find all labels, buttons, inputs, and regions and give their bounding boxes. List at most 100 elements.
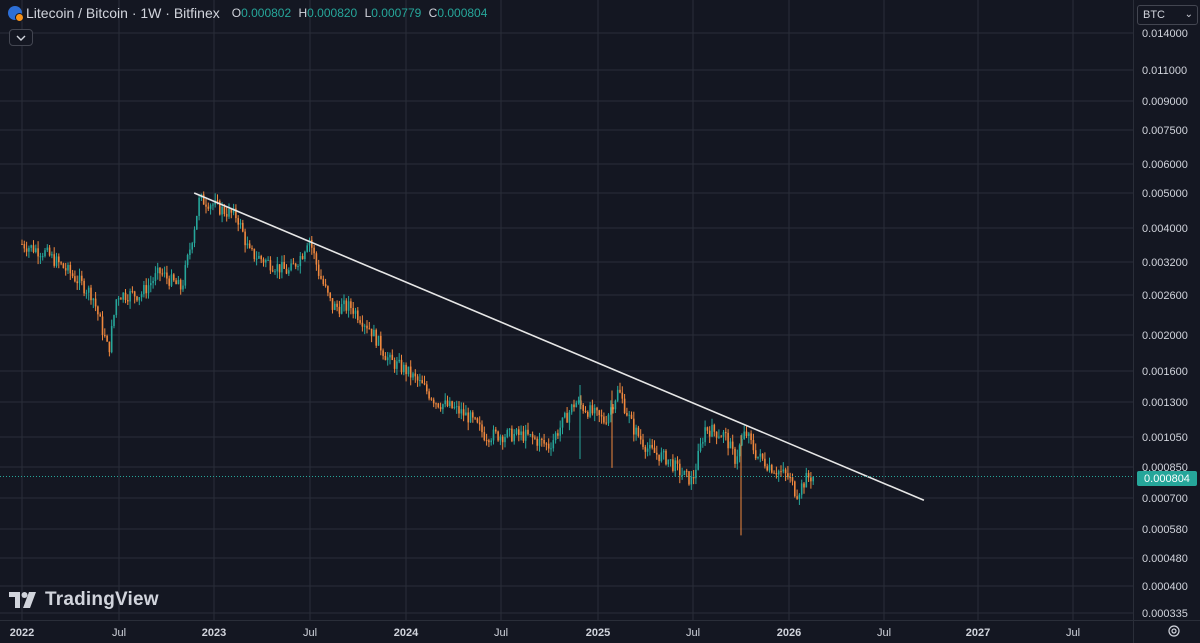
candle-body xyxy=(656,452,658,455)
candle-body xyxy=(458,406,460,414)
candle-body xyxy=(28,247,30,252)
candle-body xyxy=(288,270,290,274)
price-tick-label: 0.000400 xyxy=(1142,581,1188,593)
candle-body xyxy=(619,389,621,393)
chevron-down-icon xyxy=(16,35,26,41)
price-tick-label: 0.001600 xyxy=(1142,366,1188,378)
candle-body xyxy=(543,439,545,444)
tradingview-logo[interactable]: TradingView xyxy=(9,589,159,611)
gear-icon[interactable] xyxy=(1167,624,1181,638)
candle-body xyxy=(41,256,44,258)
candle-body xyxy=(761,453,764,459)
candle-body xyxy=(787,473,789,478)
price-tick-label: 0.001300 xyxy=(1142,397,1188,409)
candle-body xyxy=(32,245,35,253)
candle-body xyxy=(497,431,499,441)
candle-body xyxy=(782,469,785,472)
candle-body xyxy=(439,407,442,410)
candle-body xyxy=(140,294,143,298)
candle-body xyxy=(350,301,352,309)
candle-body xyxy=(251,248,253,250)
candle-body xyxy=(759,453,762,457)
candle-body xyxy=(483,432,486,441)
time-tick-label: 2022 xyxy=(10,627,34,639)
candle-body xyxy=(281,261,283,273)
candle-body xyxy=(764,458,766,467)
candle-body xyxy=(807,472,810,478)
candle-body xyxy=(85,292,88,294)
candle-body xyxy=(239,222,242,225)
candle-body xyxy=(711,424,713,437)
candle-body xyxy=(465,412,467,416)
candle-body xyxy=(798,494,801,499)
candle-body xyxy=(508,428,511,430)
candle-body xyxy=(623,398,626,414)
candle-body xyxy=(513,434,515,442)
candle-body xyxy=(432,399,435,404)
candle-body xyxy=(150,283,152,286)
candle-body xyxy=(44,250,46,257)
candle-body xyxy=(55,256,58,266)
candle-body xyxy=(633,418,635,435)
candle-body xyxy=(736,456,739,464)
candle-body xyxy=(520,431,522,435)
candle-body xyxy=(90,287,92,301)
candle-body xyxy=(322,278,325,285)
candle-body xyxy=(437,403,440,408)
candle-body xyxy=(163,272,166,274)
candle-body xyxy=(692,476,695,479)
candle-body xyxy=(122,292,124,300)
candle-body xyxy=(449,401,451,406)
candle-body xyxy=(564,413,566,418)
candle-body xyxy=(221,206,223,215)
candle-body xyxy=(94,298,97,307)
candle-body xyxy=(771,465,773,473)
symbol-title[interactable]: Litecoin / Bitcoin · 1W · Bitfinex xyxy=(26,5,220,21)
candle-body xyxy=(414,373,417,377)
candle-body xyxy=(382,350,384,356)
candle-body xyxy=(324,284,327,287)
candle-body xyxy=(297,266,299,268)
candle-body xyxy=(789,477,791,479)
candle-body xyxy=(476,418,479,423)
candle-body xyxy=(805,472,808,488)
trendline xyxy=(193,192,925,501)
candle-body xyxy=(193,229,196,244)
candle-body xyxy=(391,354,394,360)
currency-select[interactable]: BTC ⌄ xyxy=(1137,5,1198,25)
candle-body xyxy=(451,401,453,408)
candle-body xyxy=(246,243,249,246)
candle-body xyxy=(612,407,614,410)
candle-body xyxy=(317,264,320,276)
candle-body xyxy=(559,427,561,436)
candle-body xyxy=(173,274,175,281)
candle-body xyxy=(39,256,42,258)
candle-body xyxy=(435,403,437,405)
candle-body xyxy=(124,292,127,300)
candle-body xyxy=(791,477,794,482)
candle-body xyxy=(552,440,555,449)
candle-body xyxy=(359,320,361,323)
candle-body xyxy=(101,316,104,335)
candle-body xyxy=(713,424,716,432)
candle-body xyxy=(688,471,690,485)
time-tick-label: 2026 xyxy=(777,627,801,639)
ohlc-readout: O0.000802 H0.000820 L0.000779 C0.000804 xyxy=(228,6,488,20)
candle-body xyxy=(207,206,210,209)
candle-body xyxy=(145,285,147,294)
candle-body xyxy=(396,361,398,369)
candle-body xyxy=(557,433,559,436)
candle-body xyxy=(370,328,373,337)
candle-body xyxy=(308,239,311,246)
candle-body xyxy=(377,335,380,346)
candle-body xyxy=(131,291,134,293)
candle-body xyxy=(384,355,387,361)
candle-body xyxy=(156,267,159,274)
candle-body xyxy=(550,448,552,450)
ohlc-low-key: L xyxy=(364,6,372,20)
candle-body xyxy=(455,406,458,408)
collapse-legend-button[interactable] xyxy=(9,29,33,46)
candle-body xyxy=(658,454,660,462)
candle-body xyxy=(58,256,60,263)
